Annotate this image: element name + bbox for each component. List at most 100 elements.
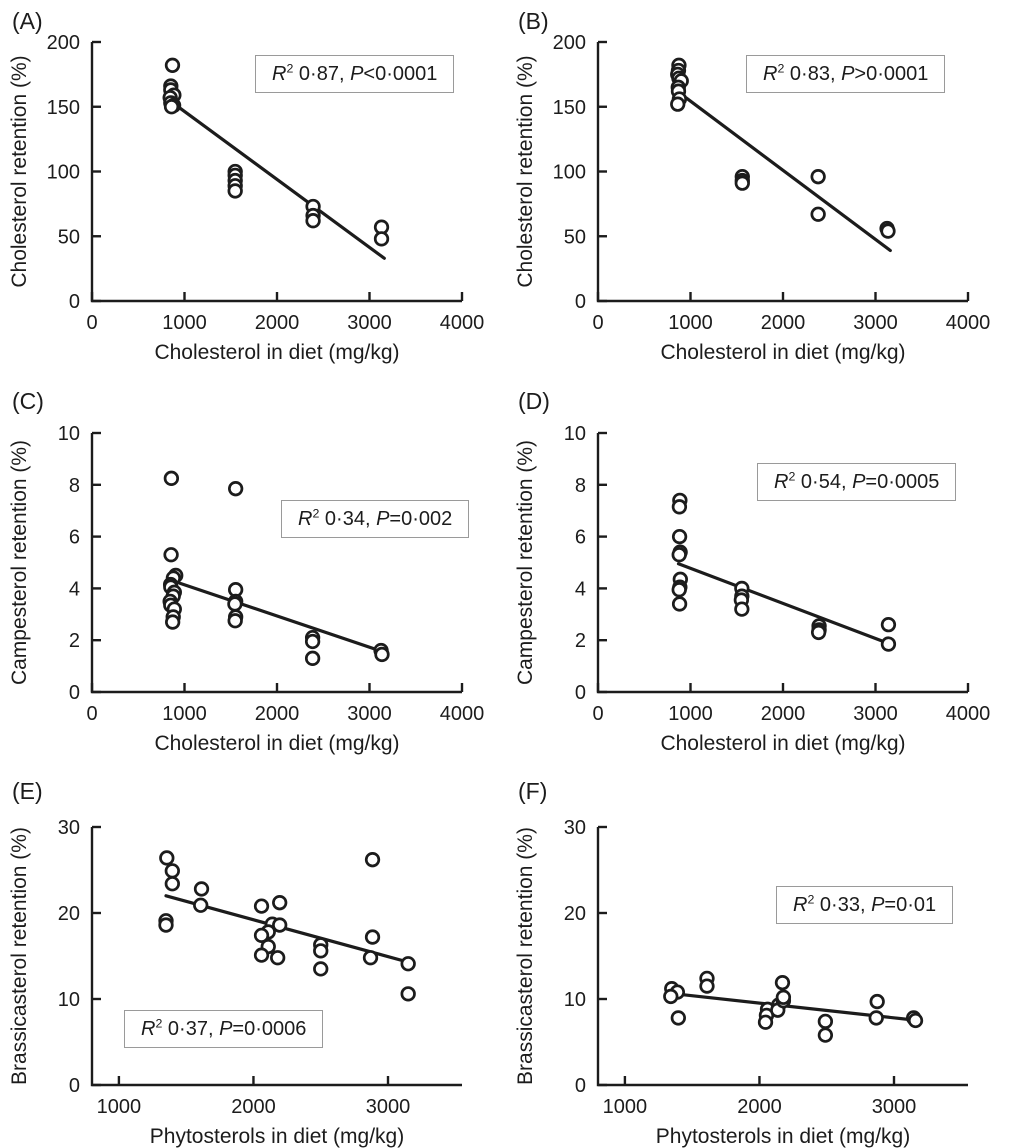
- data-point: [272, 895, 288, 911]
- panel-a-plot: 0 1000 2000 3000 4000050100150200Cholesterol…: [8, 32, 485, 364]
- x-axis-title: Cholesterol in diet (mg/kg): [154, 732, 399, 755]
- r-squared-exponent: 2: [286, 61, 294, 76]
- data-point: [164, 876, 180, 892]
- y-tick-label: 6: [575, 527, 586, 549]
- data-point: [907, 1012, 924, 1029]
- panel-a-stats-annotation: R2 0·87, P<0·0001: [255, 55, 455, 93]
- y-tick-label: 6: [69, 527, 80, 549]
- x-tick-label: 1000: [162, 703, 207, 725]
- data-point: [734, 601, 750, 617]
- data-point: [810, 169, 826, 185]
- data-point: [671, 596, 688, 612]
- x-tick-label: 3000: [853, 703, 898, 725]
- x-tick-label: 1000: [603, 1096, 648, 1118]
- data-point: [253, 927, 270, 944]
- r-squared-symbol: R: [763, 63, 778, 85]
- panel-f: (F) 1000 2000 3000 0 10 20 30 Phytosterols in d…: [506, 770, 1012, 1148]
- x-tick-label: 0: [592, 312, 603, 334]
- axis-titles: Cholesterol in diet (mg/kg) Campesterol r…: [8, 440, 400, 755]
- x-tick-label: 2000: [737, 1096, 782, 1118]
- data-point: [810, 206, 826, 222]
- axis-titles: Cholesterol in diet (mg/kg) Cholesterol r…: [514, 55, 906, 364]
- data-point: [304, 633, 321, 650]
- y-tick-label: 150: [47, 97, 80, 119]
- x-tick-label: 0: [592, 703, 603, 725]
- data-point: [671, 547, 687, 563]
- r-squared-exponent: 2: [155, 1016, 163, 1031]
- axis-titles: Phytosterols in diet (mg/kg) Brassicaster…: [514, 827, 910, 1148]
- y-tick-label: 0: [69, 291, 80, 313]
- axis-lines: [596, 827, 968, 1087]
- data-point: [880, 223, 896, 239]
- tick-marks: [596, 40, 970, 303]
- data-point: [734, 175, 750, 191]
- tick-labels: 0 1000 2000 3000 4000 0 2 4 6 8 10: [58, 423, 485, 725]
- data-point: [163, 547, 179, 563]
- panel-e-label: (E): [12, 778, 43, 804]
- data-point: [364, 929, 381, 945]
- p-value: =0·0006: [232, 1018, 307, 1040]
- data-point: [272, 917, 288, 933]
- p-symbol: P: [350, 63, 364, 85]
- data-point: [362, 950, 379, 966]
- data-point: [313, 943, 329, 959]
- y-tick-label: 2: [69, 630, 80, 652]
- r-squared-exponent: 2: [807, 892, 815, 907]
- data-point: [164, 863, 180, 879]
- r-squared-value: 0·33,: [814, 894, 872, 916]
- data-point: [193, 881, 210, 897]
- panel-a-label: (A): [12, 8, 43, 34]
- panel-f-label: (F): [518, 778, 548, 804]
- tick-labels: 1000 2000 3000 0 10 20 30: [564, 817, 917, 1118]
- x-axis-title: Cholesterol in diet (mg/kg): [660, 341, 905, 364]
- data-point: [228, 481, 244, 497]
- y-tick-label: 0: [575, 291, 586, 313]
- data-point: [304, 650, 321, 666]
- p-value: <0·0001: [363, 63, 438, 85]
- x-tick-label: 3000: [366, 1096, 411, 1118]
- data-point: [163, 99, 180, 115]
- y-tick-label: 20: [564, 903, 586, 925]
- r-squared-value: 0·37,: [162, 1018, 220, 1040]
- tick-marks: [596, 431, 970, 694]
- p-value: =0·0005: [865, 471, 940, 493]
- data-point: [663, 988, 679, 1005]
- x-tick-label: 4000: [440, 312, 485, 334]
- x-tick-label: 4000: [440, 703, 485, 725]
- y-tick-label: 30: [564, 817, 586, 839]
- scatter-points: [670, 57, 896, 239]
- x-tick-label: 0: [86, 703, 97, 725]
- data-point: [670, 1010, 686, 1026]
- y-tick-label: 0: [69, 1075, 80, 1097]
- y-axis-title: Cholesterol retention (%): [514, 55, 537, 287]
- tick-labels: 0 1000 2000 3000 4000 0 2 4 6 8 10: [564, 423, 991, 725]
- x-tick-label: 0: [86, 312, 97, 334]
- data-point: [227, 183, 243, 199]
- data-point: [880, 617, 897, 633]
- y-tick-label: 30: [58, 817, 80, 839]
- r-squared-exponent: 2: [788, 469, 796, 484]
- p-symbol: P: [376, 508, 390, 530]
- data-point: [253, 898, 270, 914]
- data-point: [774, 975, 791, 991]
- panel-b-label: (B): [518, 8, 549, 34]
- data-point: [671, 499, 688, 515]
- x-tick-label: 3000: [347, 703, 392, 725]
- r-squared-value: 0·87,: [293, 63, 351, 85]
- tick-labels: 1000 2000 3000 0 10 20 30: [58, 817, 411, 1118]
- panel-e: (E) 1000 2000 3000 0 10 20 30 Phytosterols in d…: [0, 770, 506, 1148]
- x-tick-label: 1000: [668, 312, 713, 334]
- tick-marks: [90, 431, 464, 694]
- data-point: [159, 850, 175, 866]
- data-point: [270, 950, 286, 966]
- y-tick-label: 4: [69, 578, 80, 600]
- x-tick-label: 2000: [761, 312, 806, 334]
- x-axis-title: Cholesterol in diet (mg/kg): [154, 341, 399, 364]
- panel-b: (B) 0 1000 2000 3000 4000 0 50 100 150 200 Cholest…: [506, 0, 1012, 380]
- data-point: [810, 624, 827, 641]
- data-point: [165, 614, 181, 630]
- data-point: [227, 613, 243, 629]
- p-symbol: P: [852, 471, 866, 493]
